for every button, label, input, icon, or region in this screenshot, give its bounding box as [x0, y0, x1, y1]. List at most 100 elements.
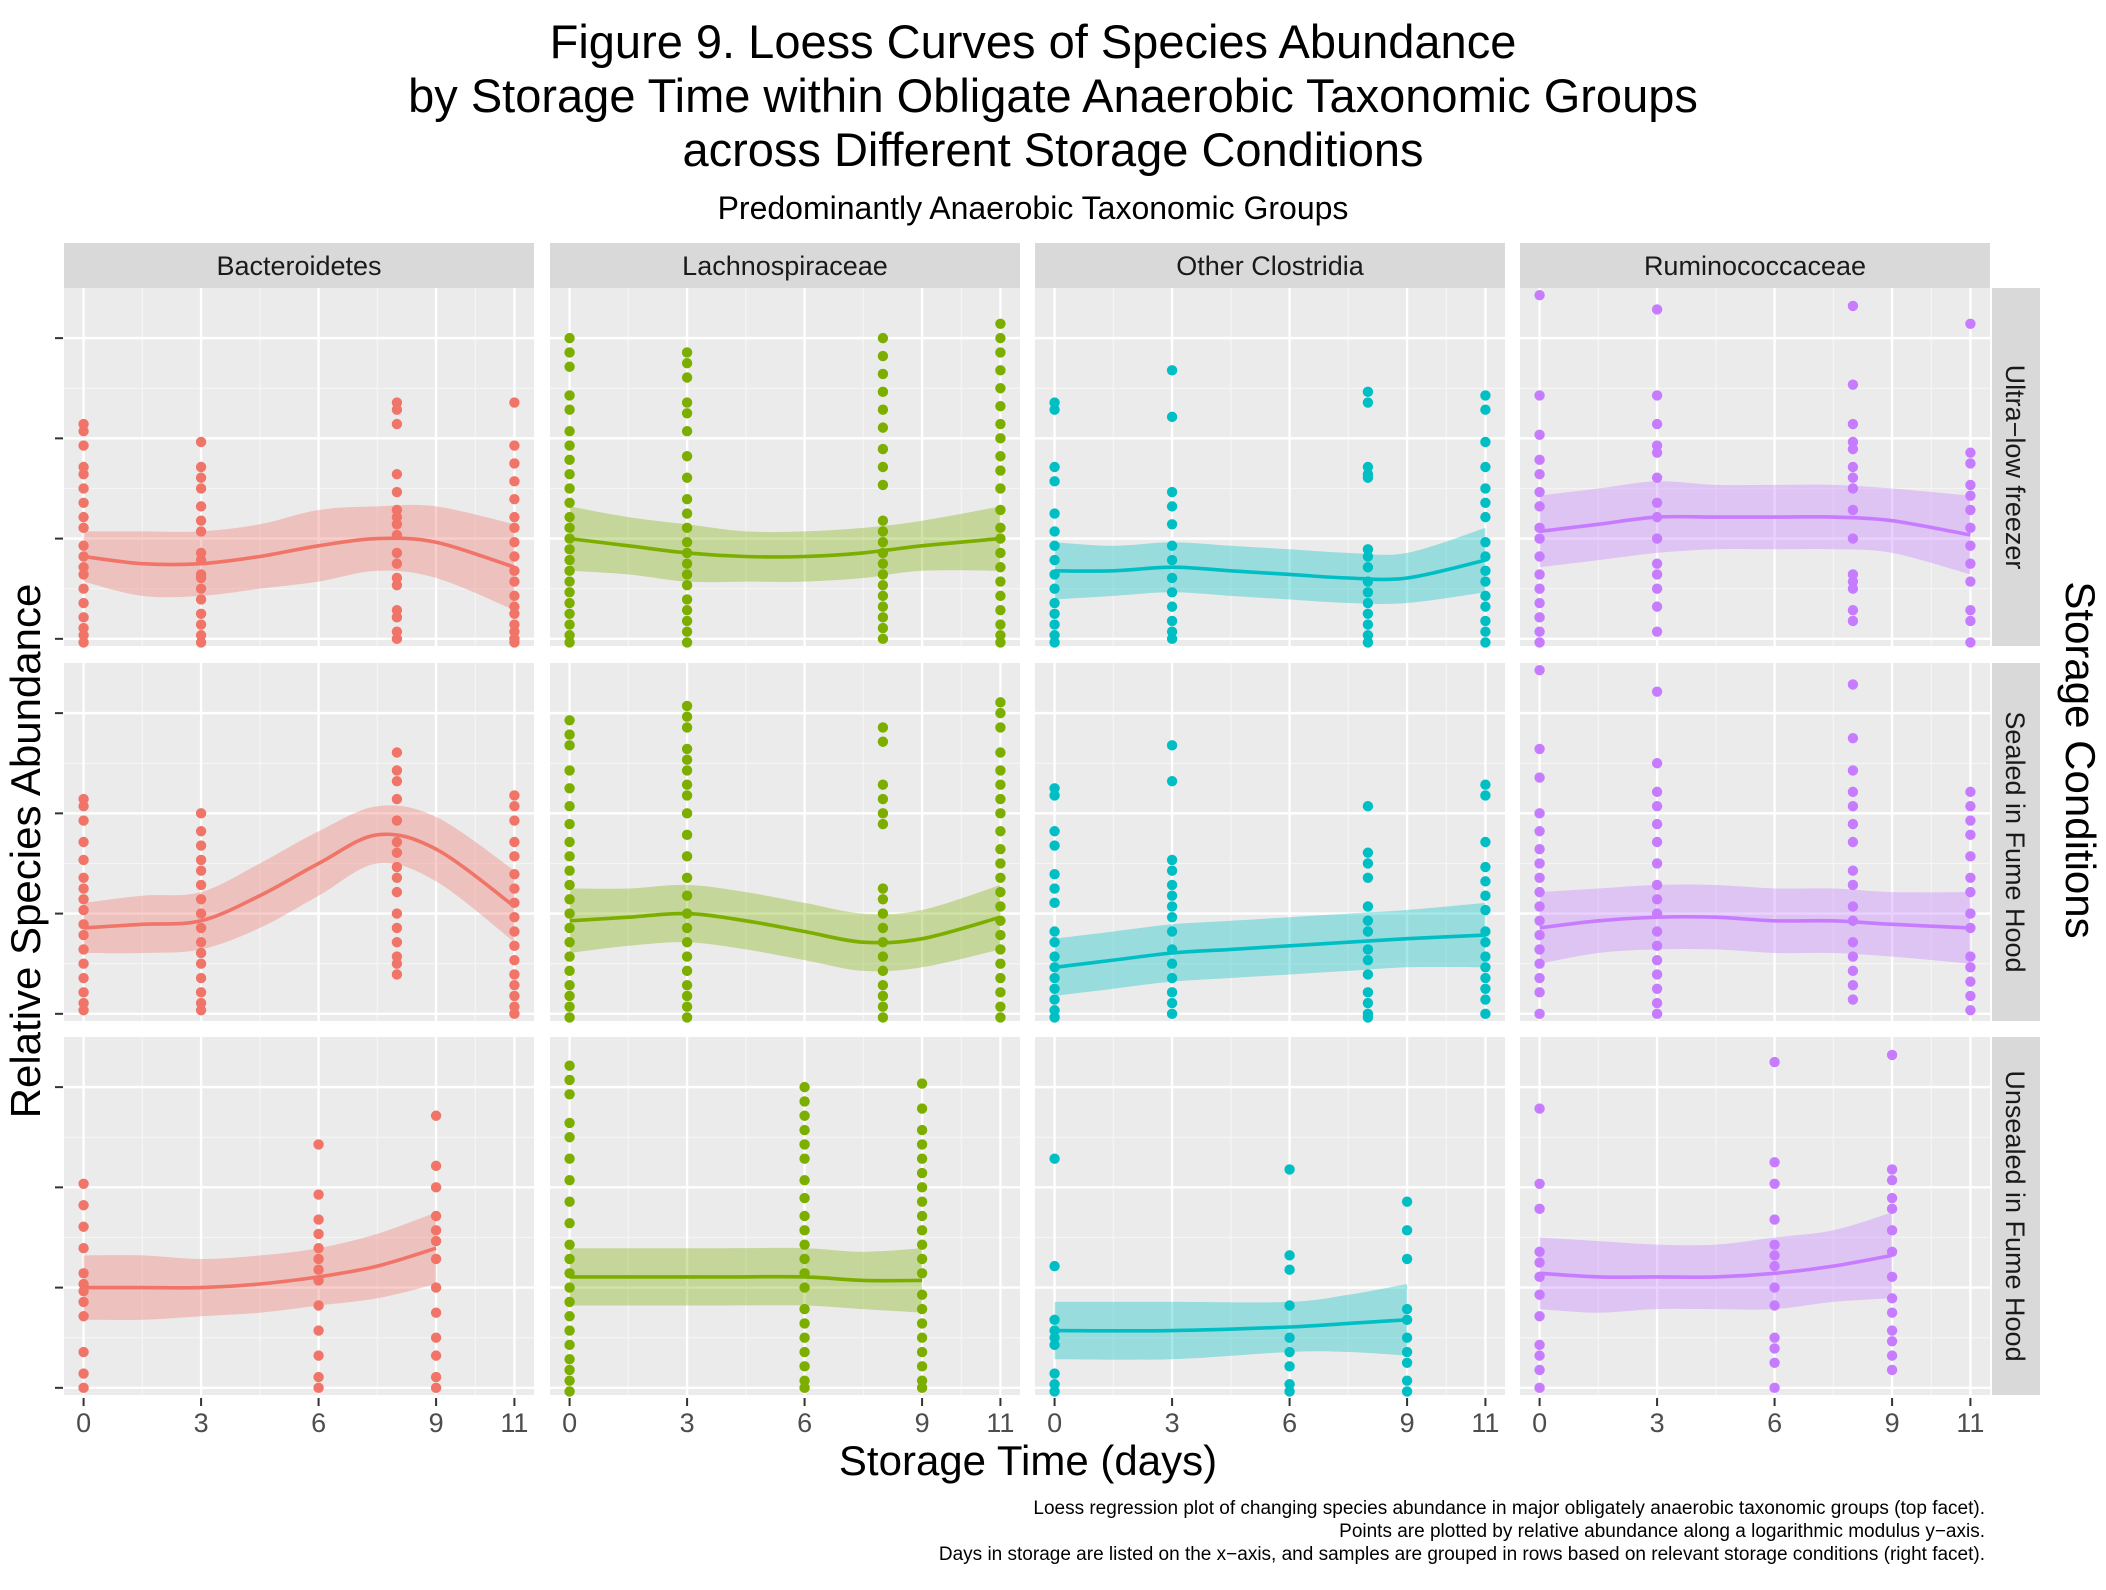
y-axis-title: Relative Species Abundance [2, 584, 49, 1119]
data-point [1480, 937, 1491, 948]
confidence-band [569, 1247, 923, 1313]
data-point [1651, 858, 1663, 869]
data-point [995, 707, 1006, 719]
data-point [78, 630, 89, 641]
data-point [430, 1253, 442, 1265]
data-point [1401, 1332, 1413, 1343]
data-point [564, 740, 575, 751]
data-point [1480, 904, 1491, 916]
data-point [1651, 969, 1663, 980]
data-point [1166, 626, 1178, 637]
data-point [391, 547, 403, 559]
data-point [1769, 1300, 1780, 1311]
confidence-band [83, 805, 515, 954]
data-point [1166, 601, 1178, 612]
data-point [1965, 1005, 1976, 1016]
data-point [1284, 1264, 1295, 1275]
data-point [995, 576, 1006, 587]
data-point [877, 569, 889, 580]
data-point [1480, 861, 1491, 873]
data-point [877, 590, 889, 602]
data-point [564, 390, 575, 401]
data-point [1362, 847, 1374, 858]
data-point [681, 357, 693, 369]
confidence-band [1539, 481, 1971, 575]
data-point [1847, 605, 1859, 616]
data-point [1049, 1379, 1060, 1390]
data-point [564, 597, 575, 609]
data-point [681, 522, 693, 534]
data-point [509, 869, 520, 880]
data-point [877, 980, 889, 991]
data-point [195, 572, 207, 584]
data-point [195, 526, 207, 537]
data-point [1651, 533, 1663, 544]
data-point [564, 990, 575, 1002]
data-point [564, 908, 575, 919]
data-point [1049, 962, 1060, 973]
data-point [877, 350, 889, 362]
data-point [1049, 840, 1060, 851]
data-point [1049, 554, 1060, 566]
data-point [1480, 590, 1491, 602]
confidence-band [1054, 527, 1486, 604]
data-point [564, 851, 575, 862]
facet-strip-ultra-low-freezer [1992, 288, 2040, 646]
data-point [430, 1235, 442, 1247]
data-point [1534, 772, 1545, 783]
data-point [1166, 486, 1178, 498]
data-point [1166, 501, 1178, 512]
data-point [916, 1382, 928, 1394]
data-point [509, 980, 520, 991]
data-point [681, 408, 693, 419]
data-point [78, 815, 89, 826]
data-point [681, 494, 693, 505]
data-point [1049, 583, 1060, 594]
data-point [1166, 972, 1178, 984]
data-point [430, 1282, 442, 1293]
facet-strip-unsealed-in-fume-hood [1992, 1037, 2040, 1395]
data-point [799, 1253, 810, 1265]
data-point [1534, 1203, 1545, 1215]
data-point [1847, 483, 1859, 494]
data-point [1166, 587, 1178, 598]
data-point [78, 1243, 89, 1254]
data-point [681, 808, 693, 819]
data-point [1651, 601, 1663, 612]
data-point [509, 801, 520, 812]
data-point [877, 922, 889, 934]
data-point [1534, 886, 1545, 898]
data-point [916, 1124, 928, 1136]
data-point [877, 965, 889, 977]
title-line-2: by Storage Time within Obligate Anaerobi… [408, 69, 1698, 122]
data-point [799, 1318, 810, 1329]
data-point [1847, 980, 1859, 991]
data-point [1049, 897, 1060, 909]
data-point [1651, 801, 1663, 812]
data-point [391, 958, 403, 969]
data-point [1480, 483, 1491, 494]
data-point [1965, 908, 1976, 919]
data-point [995, 630, 1006, 641]
loess-curve [1539, 914, 1971, 930]
data-point [1166, 740, 1178, 751]
data-point [564, 818, 575, 830]
data-point [391, 468, 403, 480]
data-point [1480, 983, 1491, 994]
x-tick-label: 9 [1885, 1408, 1900, 1438]
data-point [78, 929, 89, 941]
data-point [995, 747, 1006, 758]
facet-strip-bacteroidetes [64, 243, 534, 288]
data-point [1534, 901, 1545, 912]
data-point [509, 790, 520, 801]
data-point [1769, 1214, 1780, 1225]
data-point [681, 347, 693, 358]
data-point [1769, 1178, 1780, 1189]
data-point [564, 922, 575, 934]
data-point [564, 1196, 575, 1207]
data-point [391, 747, 403, 758]
facet-label-sealed-in-fume-hood: Sealed in Fume Hood [2000, 711, 2030, 972]
loess-curve [569, 1274, 923, 1283]
facet-label-ultra-low-freezer: Ultra−low freezer [2000, 365, 2030, 570]
data-point [1965, 637, 1976, 648]
